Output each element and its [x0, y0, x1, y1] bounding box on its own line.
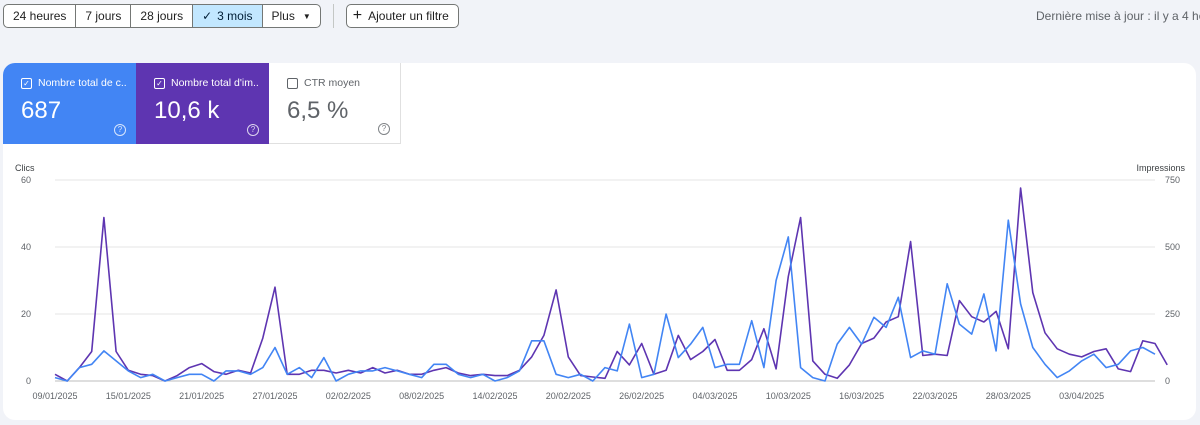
right-tick-label: 500: [1165, 242, 1180, 252]
x-tick-label: 03/04/2025: [1059, 391, 1104, 401]
toolbar: 24 heures 7 jours 28 jours ✓ 3 mois Plus ▼…: [3, 4, 459, 28]
x-tick-label: 02/02/2025: [326, 391, 371, 401]
metric-value: 10,6 k: [154, 97, 220, 124]
impressions-series-line: [54, 187, 1168, 382]
left-axis-label: Clics: [15, 163, 35, 173]
x-tick-label: 16/03/2025: [839, 391, 884, 401]
help-icon[interactable]: ?: [378, 123, 390, 135]
x-tick-label: 10/03/2025: [766, 391, 811, 401]
right-axis-label: Impressions: [1136, 163, 1185, 173]
metric-label: CTR moyen: [304, 77, 361, 89]
add-filter-button[interactable]: + Ajouter un filtre: [345, 4, 459, 28]
last-update-text: Dernière mise à jour : il y a 4 heures: [1036, 9, 1200, 23]
x-tick-label: 22/03/2025: [912, 391, 957, 401]
x-tick-label: 28/03/2025: [986, 391, 1031, 401]
help-icon[interactable]: ?: [247, 124, 259, 136]
metric-tile-clicks[interactable]: ✓ Nombre total de c... 687 ?: [3, 63, 136, 144]
x-tick-label: 26/02/2025: [619, 391, 664, 401]
left-tick-label: 0: [26, 376, 31, 386]
checkbox-unchecked-icon[interactable]: [287, 77, 298, 89]
x-tick-label: 14/02/2025: [472, 391, 517, 401]
metric-label: Nombre total de c...: [38, 77, 126, 89]
right-tick-label: 750: [1165, 175, 1180, 185]
clicks-series-line: [54, 219, 1156, 382]
x-tick-label: 04/03/2025: [692, 391, 737, 401]
range-24h-button[interactable]: 24 heures: [4, 5, 77, 27]
check-icon: ✓: [202, 9, 213, 23]
range-more-button[interactable]: Plus ▼: [271, 9, 311, 23]
x-tick-label: 21/01/2025: [179, 391, 224, 401]
x-tick-label: 20/02/2025: [546, 391, 591, 401]
checkbox-checked-icon[interactable]: ✓: [21, 77, 32, 89]
x-tick-label: 15/01/2025: [106, 391, 151, 401]
x-tick-label: 09/01/2025: [32, 391, 77, 401]
performance-card: ✓ Nombre total de c... 687 ? ✓ Nombre tota…: [3, 63, 1196, 420]
performance-chart: Clics Impressions 0 0 20 250 40 500 60 750 09/01…: [15, 163, 1186, 401]
date-range-selector: 24 heures 7 jours 28 jours ✓ 3 mois Plus ▼: [3, 4, 321, 28]
range-28d-button[interactable]: 28 jours: [131, 5, 194, 27]
metric-value: 687: [21, 97, 62, 124]
right-tick-label: 250: [1165, 309, 1180, 319]
range-3m-button[interactable]: ✓ 3 mois: [193, 5, 263, 27]
metric-label: Nombre total d'im...: [171, 77, 259, 89]
right-tick-label: 0: [1165, 376, 1170, 386]
plus-icon: +: [352, 7, 363, 24]
range-7d-button[interactable]: 7 jours: [76, 5, 132, 27]
checkbox-checked-icon[interactable]: ✓: [154, 77, 165, 89]
left-tick-label: 20: [21, 309, 31, 319]
metric-tile-ctr[interactable]: CTR moyen 6,5 % ?: [269, 63, 401, 144]
left-tick-label: 40: [21, 242, 31, 252]
toolbar-divider: [332, 4, 334, 28]
x-tick-label: 27/01/2025: [252, 391, 297, 401]
left-tick-label: 60: [21, 175, 31, 185]
x-tick-label: 08/02/2025: [399, 391, 444, 401]
metric-tile-impressions[interactable]: ✓ Nombre total d'im... 10,6 k ?: [136, 63, 269, 144]
metric-value: 6,5 %: [287, 97, 349, 124]
help-icon[interactable]: ?: [114, 124, 126, 136]
chevron-down-icon: ▼: [302, 11, 311, 21]
